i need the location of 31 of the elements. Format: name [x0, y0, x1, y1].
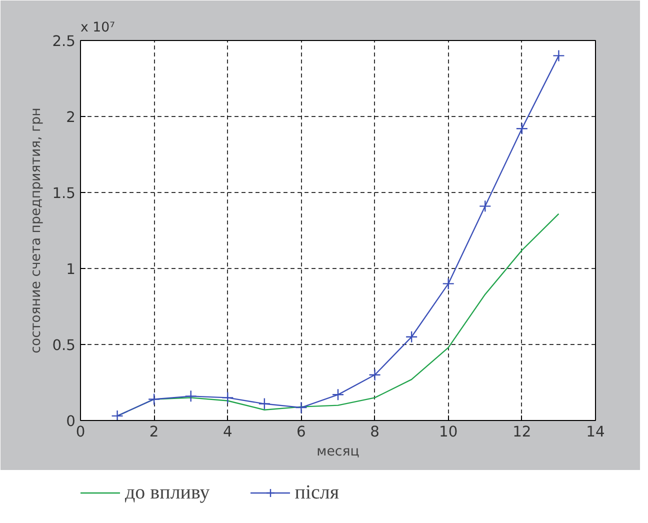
text: x 10⁷: [80, 20, 115, 36]
x-tick-label: 8: [370, 424, 380, 440]
y-tick-label: 2: [66, 109, 76, 126]
x-tick-label: 2: [149, 424, 159, 440]
point: [111, 410, 124, 420]
x-tick-label: 10: [439, 424, 458, 440]
point: [516, 122, 528, 135]
x-tick-label: 6: [296, 424, 306, 440]
x-axis-title: месяц: [316, 444, 360, 460]
legend-label: до впливу: [125, 481, 210, 504]
x-tick-label: 12: [512, 424, 532, 440]
x-tick-label: 4: [222, 424, 232, 440]
point: [295, 401, 308, 414]
point: [332, 388, 344, 401]
point: [184, 390, 197, 402]
point: [368, 368, 381, 381]
y-tick-label: 0.5: [52, 337, 76, 354]
y-axis-title: состояние счета предприятия, грн: [29, 108, 44, 354]
point: [442, 278, 454, 290]
point: [222, 392, 234, 404]
point: [258, 398, 271, 410]
x-tick-label: 14: [586, 424, 605, 440]
point: [552, 50, 565, 62]
point: [148, 393, 160, 406]
y-tick-label: 1: [66, 261, 76, 278]
point: [405, 330, 418, 343]
y-tick-label: 2.5: [52, 33, 76, 50]
y-tick-label: 0: [66, 413, 76, 430]
point: [479, 200, 492, 212]
legend-label: після: [294, 481, 340, 504]
y-tick-label: 1.5: [52, 185, 76, 202]
